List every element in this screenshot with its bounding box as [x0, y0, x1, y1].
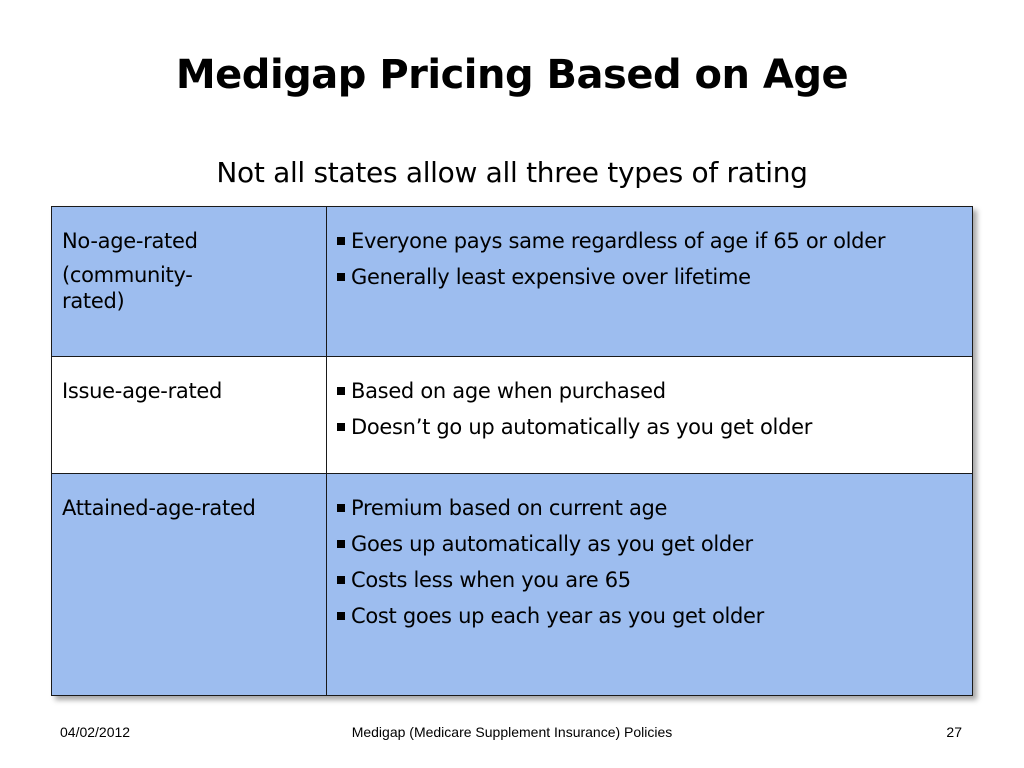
square-bullet-icon	[337, 237, 345, 245]
bullet-text: Everyone pays same regardless of age if …	[351, 229, 886, 253]
description-cell: Premium based on current age Goes up aut…	[326, 473, 973, 696]
rating-types-table: No-age-rated (community-rated) Everyone …	[51, 206, 973, 696]
bullet-text: Premium based on current age	[351, 496, 668, 520]
bullet-item: Everyone pays same regardless of age if …	[337, 228, 966, 254]
footer-date: 04/02/2012	[60, 724, 131, 740]
type-label-note: (community-rated)	[62, 263, 193, 314]
slide-subtitle: Not all states allow all three types of …	[216, 156, 808, 189]
table-row-issue-age-rated: Issue-age-rated Based on age when purcha…	[51, 356, 973, 474]
bullet-item: Based on age when purchased	[337, 378, 966, 404]
bullet-item: Costs less when you are 65	[337, 567, 966, 593]
square-bullet-icon	[337, 273, 345, 282]
square-bullet-icon	[337, 576, 345, 585]
type-cell: No-age-rated (community-rated)	[51, 206, 327, 357]
description-cell: Based on age when purchased Doesn’t go u…	[326, 356, 973, 474]
bullet-item: Generally least expensive over lifetime	[337, 264, 966, 290]
bullet-item: Premium based on current age	[337, 495, 966, 521]
footer-title: Medigap (Medicare Supplement Insurance) …	[351, 724, 673, 740]
type-cell: Attained-age-rated	[51, 473, 327, 696]
square-bullet-icon	[337, 504, 345, 512]
bullet-item: Goes up automatically as you get older	[337, 531, 966, 557]
square-bullet-icon	[337, 423, 345, 432]
bullet-text: Cost goes up each year as you get older	[351, 604, 765, 629]
bullet-text: Goes up automatically as you get older	[351, 532, 753, 557]
bullet-text: Generally least expensive over lifetime	[351, 265, 751, 290]
table-row-attained-age-rated: Attained-age-rated Premium based on curr…	[51, 473, 973, 696]
bullet-text: Doesn’t go up automatically as you get o…	[351, 415, 813, 440]
type-cell: Issue-age-rated	[51, 356, 327, 474]
bullet-text: Costs less when you are 65	[351, 568, 631, 593]
bullet-item: Cost goes up each year as you get older	[337, 603, 966, 629]
type-label: Attained-age-rated	[62, 496, 256, 520]
description-cell: Everyone pays same regardless of age if …	[326, 206, 973, 357]
type-label: Issue-age-rated	[62, 379, 223, 403]
bullet-text: Based on age when purchased	[351, 379, 666, 403]
square-bullet-icon	[337, 387, 345, 395]
type-label: No-age-rated	[62, 229, 198, 253]
slide-title: Medigap Pricing Based on Age	[175, 52, 849, 98]
table-row-no-age-rated: No-age-rated (community-rated) Everyone …	[51, 206, 973, 357]
square-bullet-icon	[337, 612, 345, 621]
page-number: 27	[946, 724, 962, 740]
square-bullet-icon	[337, 540, 345, 549]
bullet-item: Doesn’t go up automatically as you get o…	[337, 414, 966, 440]
